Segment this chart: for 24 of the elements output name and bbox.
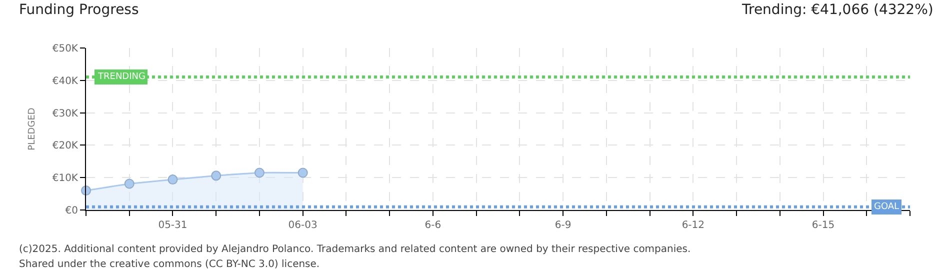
y-tick-label: €30K xyxy=(52,108,78,120)
x-tick-label: 6-15 xyxy=(812,220,835,231)
x-tick-label: 06-03 xyxy=(288,220,318,231)
y-tick-label: €10K xyxy=(52,173,78,184)
chart-subtitle: Trending: €41,066 (4322%) xyxy=(741,2,934,18)
ref-line-label: GOAL xyxy=(874,202,900,212)
y-tick-label: €40K xyxy=(52,76,78,87)
point xyxy=(168,174,178,185)
x-tick-label: 6-9 xyxy=(554,220,572,231)
point xyxy=(254,168,264,178)
point xyxy=(298,168,308,178)
y-tick-label: €0 xyxy=(65,206,78,216)
x-tick-label: 05-31 xyxy=(158,220,188,231)
x-tick-label: 6-12 xyxy=(682,220,705,231)
text: Shared under the creative commons (CC BY-NC 3.0) license. xyxy=(19,259,320,270)
chart-title: Funding Progress xyxy=(19,2,139,18)
text: (c)2025. Additional content provided by Alejandro Polanco. Trademarks and related content are owned by their respective companies. xyxy=(19,244,691,255)
x-tick-label: 6-6 xyxy=(424,220,442,231)
point xyxy=(211,170,222,181)
ref-line-label: TRENDING xyxy=(97,72,146,82)
y-tick-label: €20K xyxy=(52,140,78,152)
y-axis-title: PLEDGED xyxy=(28,108,38,150)
point xyxy=(124,178,134,189)
y-tick-label: €50K xyxy=(52,44,78,54)
